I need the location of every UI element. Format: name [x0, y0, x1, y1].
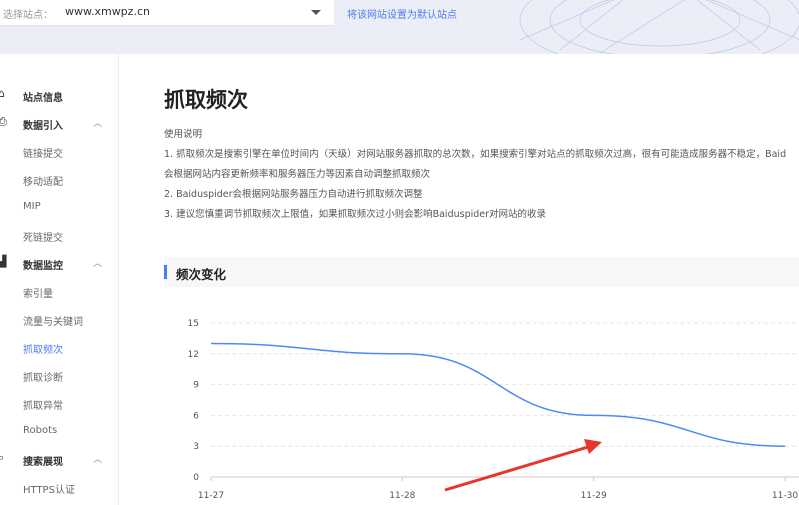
sidebar-item[interactable]: 站点信息 [23, 93, 63, 104]
y-tick-label: 9 [193, 381, 199, 391]
top-bar: 选择站点： www.xmwpz.cn 将该网站设置为默认站点 [0, 0, 799, 54]
usage-title: 使用说明 [164, 129, 203, 140]
chevron-up-icon[interactable]: ︿ [93, 119, 103, 129]
import-icon: ⎙ [0, 115, 7, 128]
x-tick-label: 11-27 [198, 491, 224, 501]
usage-line-3: 2. Baiduspider会根据网站服务器压力自动进行抓取频次调整 [164, 189, 423, 200]
section-title: 频次变化 [176, 267, 227, 282]
annotation-arrow-shaft [444, 445, 589, 492]
sidebar-item[interactable]: 搜索展现 [23, 457, 63, 468]
caret-down-icon [311, 10, 321, 15]
y-tick-label: 6 [193, 411, 199, 421]
site-select-value: www.xmwpz.cn [65, 5, 150, 18]
sidebar-item[interactable]: 死链提交 [23, 233, 63, 244]
sidebar-item[interactable]: HTTPS认证 [23, 485, 75, 496]
site-select[interactable]: 选择站点： www.xmwpz.cn [0, 0, 334, 26]
sidebar-item[interactable]: 流量与关键词 [23, 317, 83, 328]
sidebar-item[interactable]: 数据引入 [23, 121, 63, 132]
sidebar-item[interactable]: Robots [23, 425, 58, 436]
y-tick-label: 15 [188, 319, 199, 329]
y-tick-label: 12 [188, 350, 199, 360]
chevron-up-icon[interactable]: ︿ [93, 259, 103, 269]
search-display-icon: ⌕ [0, 451, 5, 464]
y-tick-label: 3 [193, 442, 199, 452]
sidebar-item[interactable]: 抓取异常 [23, 401, 63, 412]
section-header: 频次变化 [164, 257, 799, 287]
page-title: 抓取频次 [164, 88, 248, 112]
sidebar-item[interactable]: 移动适配 [23, 177, 63, 188]
home-icon: ⌂ [0, 87, 5, 100]
x-tick-label: 11-30 [772, 491, 798, 501]
x-tick-label: 11-29 [581, 491, 607, 501]
sidebar-item[interactable]: 数据监控 [23, 261, 63, 272]
sidebar-item[interactable]: 抓取诊断 [23, 373, 63, 384]
set-default-site-link[interactable]: 将该网站设置为默认站点 [347, 10, 457, 21]
annotation-arrow-head [584, 439, 602, 454]
sidebar-item[interactable]: 链接提交 [23, 149, 63, 160]
section-accent-bar [164, 265, 167, 279]
sidebar-item[interactable]: 抓取频次 [23, 345, 63, 356]
globe-decoration [519, 0, 799, 54]
chart-icon: ▟ [0, 255, 7, 268]
usage-line-4: 3. 建议您慎重调节抓取频次上限值，如果抓取频次过小则会影响Baiduspide… [164, 209, 547, 220]
y-tick-label: 0 [193, 473, 199, 483]
site-select-label: 选择站点： [3, 10, 53, 21]
sidebar-item[interactable]: 索引量 [23, 289, 53, 300]
usage-line-2: 会根据网站内容更新频率和服务器压力等因素自动调整抓取频次 [164, 169, 431, 180]
sidebar: 站点信息 ⌂ 数据引入 ⎙ ︿ 链接提交移动适配 MIP 死链提交数据监控 ▟ ︿ 索引量流量与关键… [0, 54, 119, 505]
x-tick-label: 11-28 [389, 491, 415, 501]
series-line [210, 342, 786, 447]
usage-line-1: 1. 抓取频次是搜索引擎在单位时间内（天级）对网站服务器抓取的总次数，如果搜索引… [164, 149, 787, 160]
sidebar-item[interactable]: MIP [23, 201, 41, 212]
chevron-up-icon[interactable]: ︿ [93, 455, 103, 465]
